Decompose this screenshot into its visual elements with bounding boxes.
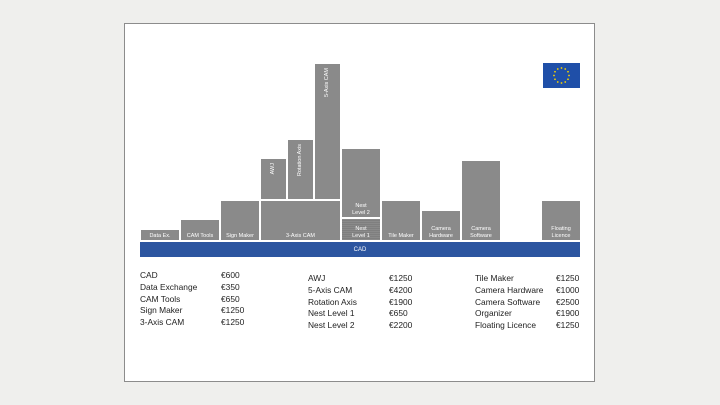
flag-star [560,67,563,69]
product-name: Sign Maker [140,305,183,316]
product-price: €1250 [221,317,245,328]
block-floating-licence: Floating Licence [541,200,581,241]
flag-star [560,82,563,84]
product-price: €650 [389,308,408,319]
price-row: 3-Axis CAM €1250 [140,317,261,329]
block-3-axis-cam: 3-Axis CAM [260,200,341,241]
product-price: €1900 [389,296,413,307]
price-row: Nest Level 1 €650 [308,308,429,320]
price-list-column-1: CAD €600 Data Exchange €350 CAM Tools €650 … [140,270,261,329]
flag-star [567,78,569,81]
block-tile-maker: Tile Maker [381,200,421,241]
price-row: Sign Maker €1250 [140,305,261,317]
price-row: Floating Licence €1250 [475,320,596,332]
product-name: 5-Axis CAM [308,284,353,295]
flag-star [567,70,569,73]
price-row: Rotation Axis €1900 [308,297,429,309]
block-data-exchange: Data Ex. [140,229,180,241]
eu-flag-icon [543,63,580,88]
product-name: Nest Level 1 [308,308,355,319]
product-price: €650 [221,293,240,304]
product-price: €1250 [389,273,413,283]
price-list-column-3: Tile Maker €1250 Camera Hardware €1000 Cam… [475,273,596,332]
flag-star [568,74,570,77]
flag-star [556,81,559,83]
product-name: Data Exchange [140,281,198,292]
product-name: CAD [140,270,158,280]
block-cam-tools: CAM Tools [180,219,220,241]
product-price: €2500 [556,296,580,307]
flag-star [564,81,567,83]
block-rotation-axis: Rotation Axis [287,139,314,200]
product-name: Camera Hardware [475,284,544,295]
product-price: €1000 [556,284,580,295]
product-name: CAM Tools [140,293,181,304]
product-price: €1250 [221,305,245,316]
price-row: Organizer €1900 [475,308,596,320]
block-camera-software: Camera Software [461,160,501,241]
block-awj: AWJ [260,158,287,200]
flag-star [564,68,567,70]
product-price: €1250 [556,273,580,283]
product-name: Rotation Axis [308,296,357,307]
product-name: 3-Axis CAM [140,317,185,328]
product-name: Tile Maker [475,273,514,283]
product-price: €2200 [389,320,413,331]
flag-star [554,78,556,81]
price-row: Camera Hardware €1000 [475,285,596,297]
flag-star [556,68,559,70]
cad-base-bar: CAD [140,242,580,257]
product-name: Organizer [475,308,512,319]
block-nest-level-2: Nest Level 2 [341,148,381,218]
product-name: Floating Licence [475,320,536,331]
flag-star [554,70,556,73]
product-name: AWJ [308,273,326,283]
slide: Data Ex. CAM Tools Sign Maker 3-Axis CAM… [124,23,595,382]
price-row: Tile Maker €1250 [475,273,596,285]
price-row: CAD €600 [140,270,261,282]
product-price: €1900 [556,308,580,319]
block-camera-hardware: Camera Hardware [421,210,461,241]
price-row: CAM Tools €650 [140,294,261,306]
flag-star [553,74,555,77]
product-price: €1250 [556,320,580,331]
price-row: Nest Level 2 €2200 [308,320,429,332]
product-price: €4200 [389,284,413,295]
price-row: 5-Axis CAM €4200 [308,285,429,297]
block-5-axis-cam: 5-Axis CAM [314,63,341,200]
product-name: Nest Level 2 [308,320,355,331]
block-sign-maker: Sign Maker [220,200,260,241]
price-row: Camera Software €2500 [475,297,596,309]
price-list-column-2: AWJ €1250 5-Axis CAM €4200 Rotation Axis €1… [308,273,429,332]
product-price: €600 [221,270,240,280]
block-nest-level-1: Nest Level 1 [341,218,381,241]
price-row: Data Exchange €350 [140,282,261,294]
product-price: €350 [221,281,240,292]
product-name: Camera Software [475,296,541,307]
price-row: AWJ €1250 [308,273,429,285]
